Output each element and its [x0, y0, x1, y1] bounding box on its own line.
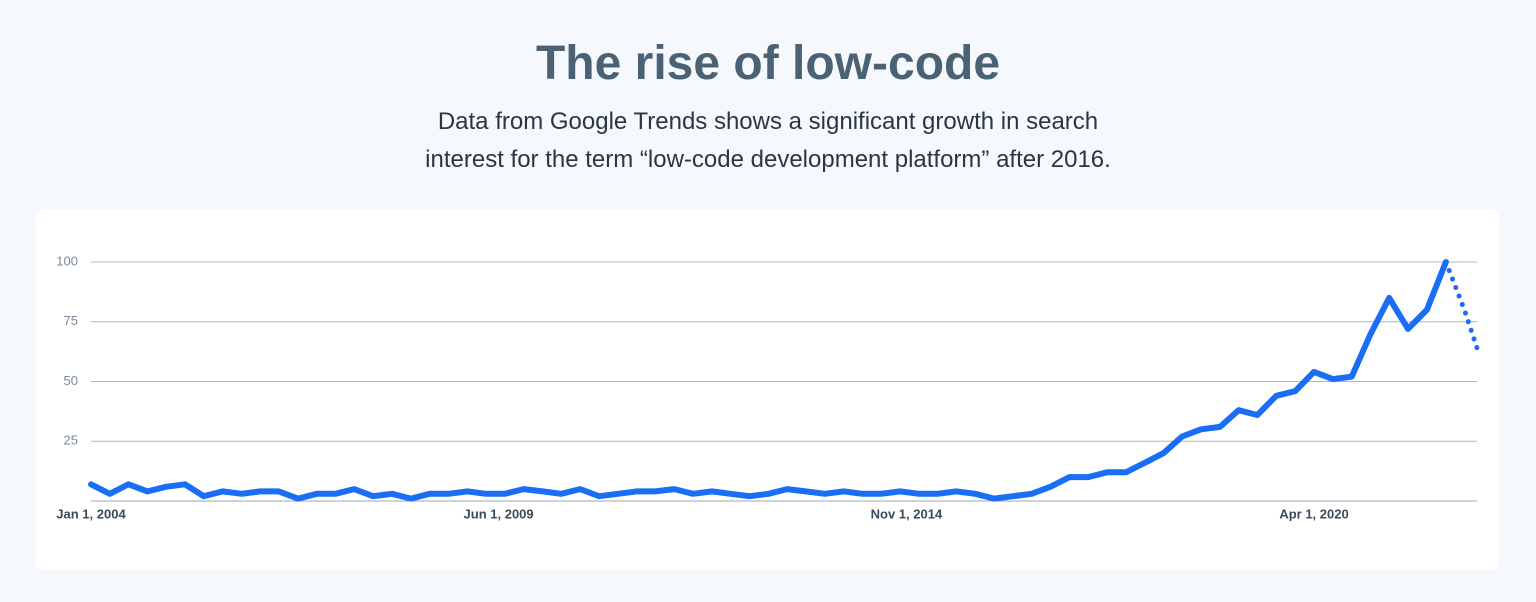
- y-tick-label: 75: [64, 313, 78, 328]
- y-tick-label: 50: [64, 373, 78, 388]
- x-tick-label: Jan 1, 2004: [56, 506, 126, 521]
- x-tick-label: Nov 1, 2014: [871, 506, 943, 521]
- chart-title: The rise of low-code: [535, 37, 1001, 90]
- y-tick-label: 25: [64, 433, 78, 448]
- subtitle: Data from Google Trends shows a signific…: [437, 108, 1099, 135]
- line: [1443, 259, 1480, 351]
- y-tick-label: 100: [56, 253, 78, 268]
- line: [88, 259, 1449, 502]
- x-tick-label: Jun 1, 2009: [464, 506, 534, 521]
- chart-card: [36, 210, 1499, 570]
- subtitle: interest for the term “low-code developm…: [425, 146, 1111, 173]
- x-tick-label: Apr 1, 2020: [1279, 506, 1348, 521]
